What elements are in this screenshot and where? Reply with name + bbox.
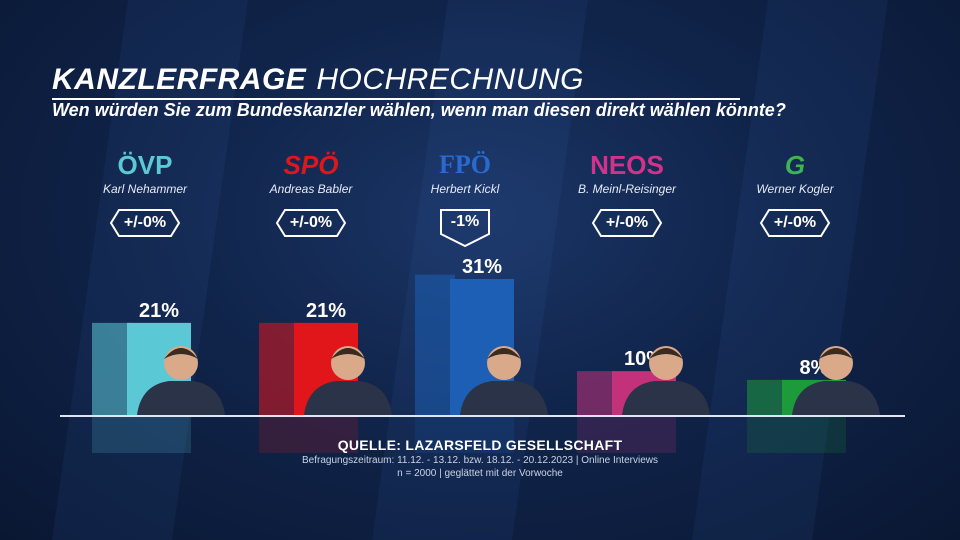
hexagon-badge-icon — [275, 209, 347, 237]
change-value: +/-0% — [605, 214, 649, 231]
header: KANZLERFRAGE HOCHRECHNUNG Wen würden Sie … — [52, 62, 786, 121]
bar-previous — [259, 322, 299, 415]
candidate-name: Werner Kogler — [756, 182, 834, 196]
change-badge: -1% — [437, 208, 493, 248]
source-period: Befragungszeitraum: 11.12. - 13.12. bzw.… — [302, 455, 658, 466]
change-value: +/-0% — [773, 214, 817, 231]
bar-reflection — [259, 417, 358, 453]
chart-baseline — [60, 415, 905, 417]
bar-previous — [747, 379, 787, 415]
change-value: -1% — [450, 213, 480, 230]
candidate-photo — [819, 348, 853, 359]
party-column-gruene: G Werner Kogler +/-0% — [720, 150, 870, 238]
party-column-neos: NEOS B. Meinl-Reisinger +/-0% — [552, 150, 702, 238]
change-badge: +/-0% — [109, 208, 181, 238]
hexagon-badge-icon — [109, 209, 181, 237]
party-logo: SPÖ — [283, 150, 339, 180]
title-bold: KANZLERFRAGE — [52, 63, 307, 96]
candidate-name: B. Meinl-Reisinger — [577, 182, 677, 196]
candidate-name: Andreas Babler — [269, 182, 353, 196]
page-subtitle: Wen würden Sie zum Bundeskanzler wählen,… — [52, 100, 786, 120]
party-column-fpoe: FPÖ Herbert Kickl -1% — [390, 150, 540, 248]
value-label: 21% — [139, 300, 179, 322]
bar-previous — [92, 322, 132, 415]
candidate-name: Karl Nehammer — [102, 182, 188, 196]
candidate-photo — [792, 381, 880, 415]
candidate-photo — [304, 381, 392, 415]
source-title: QUELLE: LAZARSFELD GESELLSCHAFT — [337, 437, 623, 453]
party-column-spoe: SPÖ Andreas Babler +/-0% — [236, 150, 386, 238]
candidate-photo — [137, 381, 225, 415]
source-sample: n = 2000 | geglättet mit der Vorwoche — [397, 468, 563, 479]
change-value: +/-0% — [289, 214, 333, 231]
candidate-photo — [460, 381, 548, 415]
arrow-down-badge-icon — [440, 209, 490, 248]
bar-reflection — [577, 417, 676, 453]
candidate-photo — [649, 348, 683, 359]
page-title: KANZLERFRAGE HOCHRECHNUNG — [52, 62, 786, 98]
bar-previous — [415, 274, 455, 415]
hexagon-badge-icon — [759, 209, 831, 237]
party-logo: FPÖ — [439, 150, 491, 179]
title-light: HOCHRECHNUNG — [316, 63, 584, 96]
bar-reflection — [747, 417, 846, 453]
value-label: 21% — [306, 300, 346, 322]
change-value: +/-0% — [123, 214, 167, 231]
party-logo: ÖVP — [117, 150, 173, 180]
change-badge: +/-0% — [591, 208, 663, 238]
bar-reflection — [92, 417, 191, 453]
candidate-photo — [622, 381, 710, 415]
source-block: QUELLE: LAZARSFELD GESELLSCHAFT Befragun… — [0, 437, 960, 479]
bar-reflection — [415, 417, 514, 453]
candidate-name: Herbert Kickl — [430, 182, 500, 196]
party-logo: NEOS — [590, 150, 664, 180]
change-badge: +/-0% — [759, 208, 831, 238]
title-underline — [52, 98, 740, 100]
hexagon-badge-icon — [591, 209, 663, 237]
bar-previous — [577, 371, 617, 415]
candidate-photo — [487, 348, 521, 359]
party-column-oevp: ÖVP Karl Nehammer +/-0% — [70, 150, 220, 238]
candidate-photo — [164, 348, 198, 359]
change-badge: +/-0% — [275, 208, 347, 238]
value-label: 31% — [462, 256, 502, 278]
candidate-photo — [331, 348, 365, 359]
party-logo: G — [784, 150, 806, 180]
